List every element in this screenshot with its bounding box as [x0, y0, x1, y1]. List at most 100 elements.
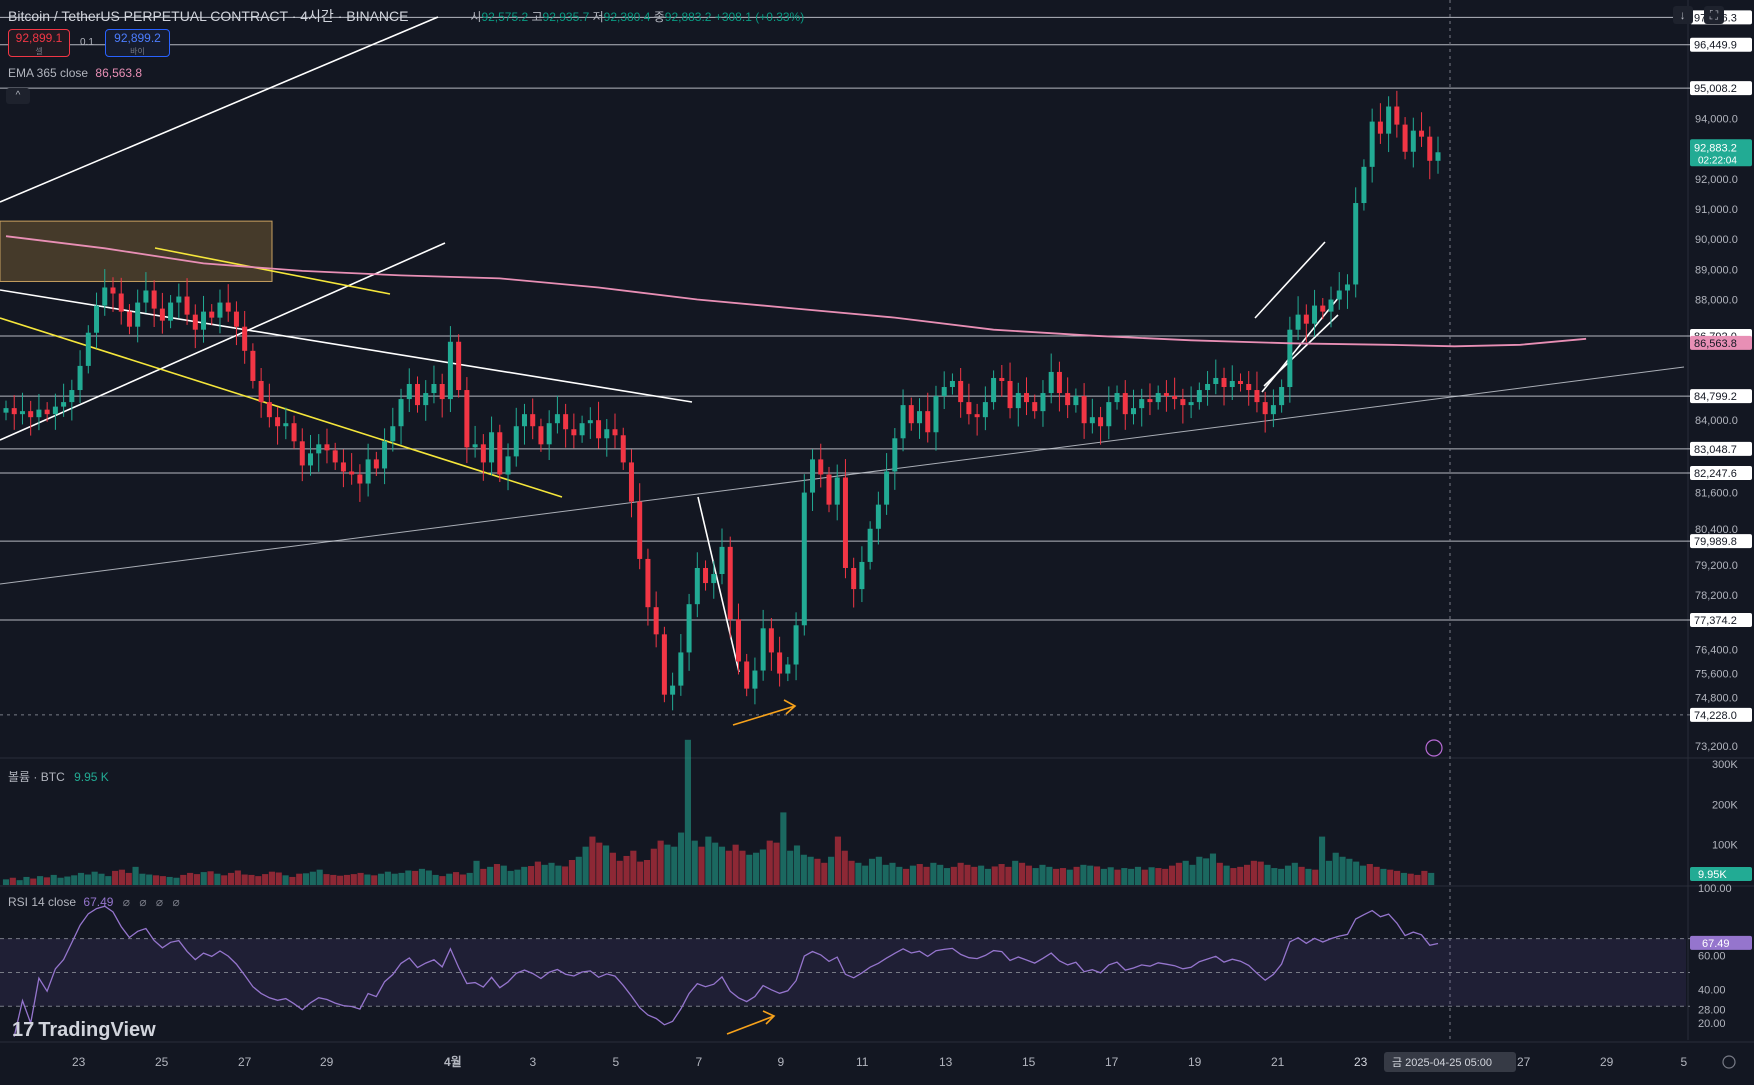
volume-bar-158: [1080, 864, 1087, 885]
volume-bar-123: [841, 850, 848, 885]
candle-body-155: [1279, 387, 1285, 406]
volume-bar-177: [1209, 853, 1217, 885]
volume-bar-51: [350, 874, 357, 885]
volume-bar-193: [1319, 836, 1326, 885]
ema-legend[interactable]: EMA 365 close 86,563.8: [8, 66, 142, 80]
candle-body-91: [752, 670, 758, 689]
volume-bar-192: [1312, 869, 1319, 885]
volume-bar-166: [1134, 866, 1142, 885]
price-tick-1: 92,000.0: [1695, 174, 1738, 186]
sell-button[interactable]: 92,899.1 셀: [8, 29, 70, 57]
volume-bar-147: [1005, 866, 1012, 885]
volume-bar-168: [1148, 867, 1155, 885]
rsi-legend-label: RSI 14 close: [8, 895, 77, 909]
candle-body-86: [711, 574, 717, 584]
divergence-arrowhead-price: [783, 699, 797, 715]
rsi-visibility-icons[interactable]: ⌀ ⌀ ⌀ ⌀: [122, 895, 183, 909]
tradingview-logo[interactable]: 17 TradingView: [12, 1019, 156, 1042]
volume-bar-47: [323, 874, 330, 885]
candle-body-7: [61, 402, 67, 407]
volume-bar-107: [732, 844, 739, 885]
rsi-legend[interactable]: RSI 14 close 67.49 ⌀ ⌀ ⌀ ⌀: [8, 895, 183, 909]
buy-button[interactable]: 92,899.2 바이: [105, 29, 170, 57]
volume-bar-188: [1284, 865, 1292, 885]
level-label-box-5: [1690, 441, 1752, 456]
candle-body-13: [110, 287, 116, 294]
volume-bar-138: [943, 868, 951, 885]
candle-body-154: [1270, 405, 1276, 415]
rsi-line: [13, 905, 1439, 1037]
candle-body-53: [439, 384, 445, 400]
volume-bar-155: [1059, 868, 1067, 885]
candle-body-49: [406, 384, 412, 400]
volume-bar-29: [200, 872, 207, 885]
level-label-2: 95,008.2: [1694, 83, 1737, 95]
price-tick-3: 90,000.0: [1695, 234, 1738, 246]
last-price-label: 92,883.2: [1694, 142, 1737, 154]
trendline-long-support: [0, 366, 1685, 585]
candle-body-73: [604, 429, 610, 439]
volume-tick-0: 300K: [1712, 759, 1738, 771]
candle-body-34: [283, 423, 289, 427]
candle-body-56: [464, 390, 470, 448]
volume-bar-83: [568, 859, 576, 885]
time-tick-10: 13: [939, 1055, 953, 1069]
candle-body-134: [1106, 402, 1112, 427]
volume-bar-146: [998, 864, 1005, 885]
volume-legend[interactable]: 볼륨 · BTC 9.95 K: [8, 768, 109, 785]
price-tick-4: 89,000.0: [1695, 264, 1738, 276]
volume-bar-70: [480, 868, 487, 885]
buy-price: 92,899.2: [114, 31, 161, 45]
volume-bar-194: [1325, 860, 1332, 885]
level-label-box-1: [1690, 37, 1752, 52]
candle-body-161: [1328, 299, 1334, 312]
volume-bar-53: [364, 874, 371, 885]
candle-body-65: [538, 426, 544, 445]
volume-bar-21: [146, 874, 153, 885]
volume-bar-11: [77, 872, 85, 885]
candle-body-60: [497, 432, 503, 475]
volume-bar-186: [1271, 868, 1278, 885]
price-tick-13: 74,800.0: [1695, 693, 1738, 705]
volume-bar-164: [1121, 868, 1128, 885]
trendline-upper-channel: [0, 16, 439, 203]
level-label-6: 82,247.6: [1694, 468, 1737, 480]
candle-body-5: [44, 409, 50, 415]
candle-body-58: [480, 444, 486, 463]
volume-bar-78: [534, 861, 541, 885]
candle-body-26: [217, 302, 223, 318]
candle-body-150: [1237, 380, 1243, 384]
volume-bar-160: [1093, 866, 1101, 885]
down-arrow-icon[interactable]: ↓: [1672, 6, 1693, 24]
time-tick-1: 25: [155, 1055, 169, 1069]
volume-bar-98: [671, 846, 678, 885]
candle-body-109: [900, 405, 906, 439]
volume-bar-170: [1162, 868, 1169, 885]
candle-body-106: [875, 504, 881, 529]
symbol-title[interactable]: Bitcoin / TetherUS PERPETUAL CONTRACT · …: [8, 8, 409, 24]
volume-bar-198: [1353, 861, 1360, 885]
volume-bar-172: [1175, 862, 1182, 885]
candle-body-71: [587, 420, 593, 424]
volume-bar-144: [984, 868, 992, 885]
volume-bar-22: [152, 875, 160, 885]
collapse-legend-button[interactable]: ^: [6, 88, 30, 104]
volume-bar-89: [609, 852, 616, 885]
volume-bar-156: [1066, 869, 1073, 885]
volume-bar-135: [923, 866, 930, 885]
candle-body-45: [373, 459, 379, 469]
volume-bar-62: [425, 870, 432, 885]
candle-body-105: [867, 528, 873, 562]
fullscreen-icon[interactable]: ⛶: [1704, 6, 1724, 24]
candle-body-145: [1196, 390, 1202, 403]
volume-bar-84: [575, 856, 582, 885]
rsi-last-box: [1690, 935, 1752, 950]
top-right-controls: ↓ ⛶: [1665, 6, 1724, 24]
volume-bar-9: [64, 876, 71, 885]
volume-bar-205: [1400, 872, 1407, 885]
price-tick-2: 91,000.0: [1695, 204, 1738, 216]
volume-bar-125: [855, 862, 862, 885]
